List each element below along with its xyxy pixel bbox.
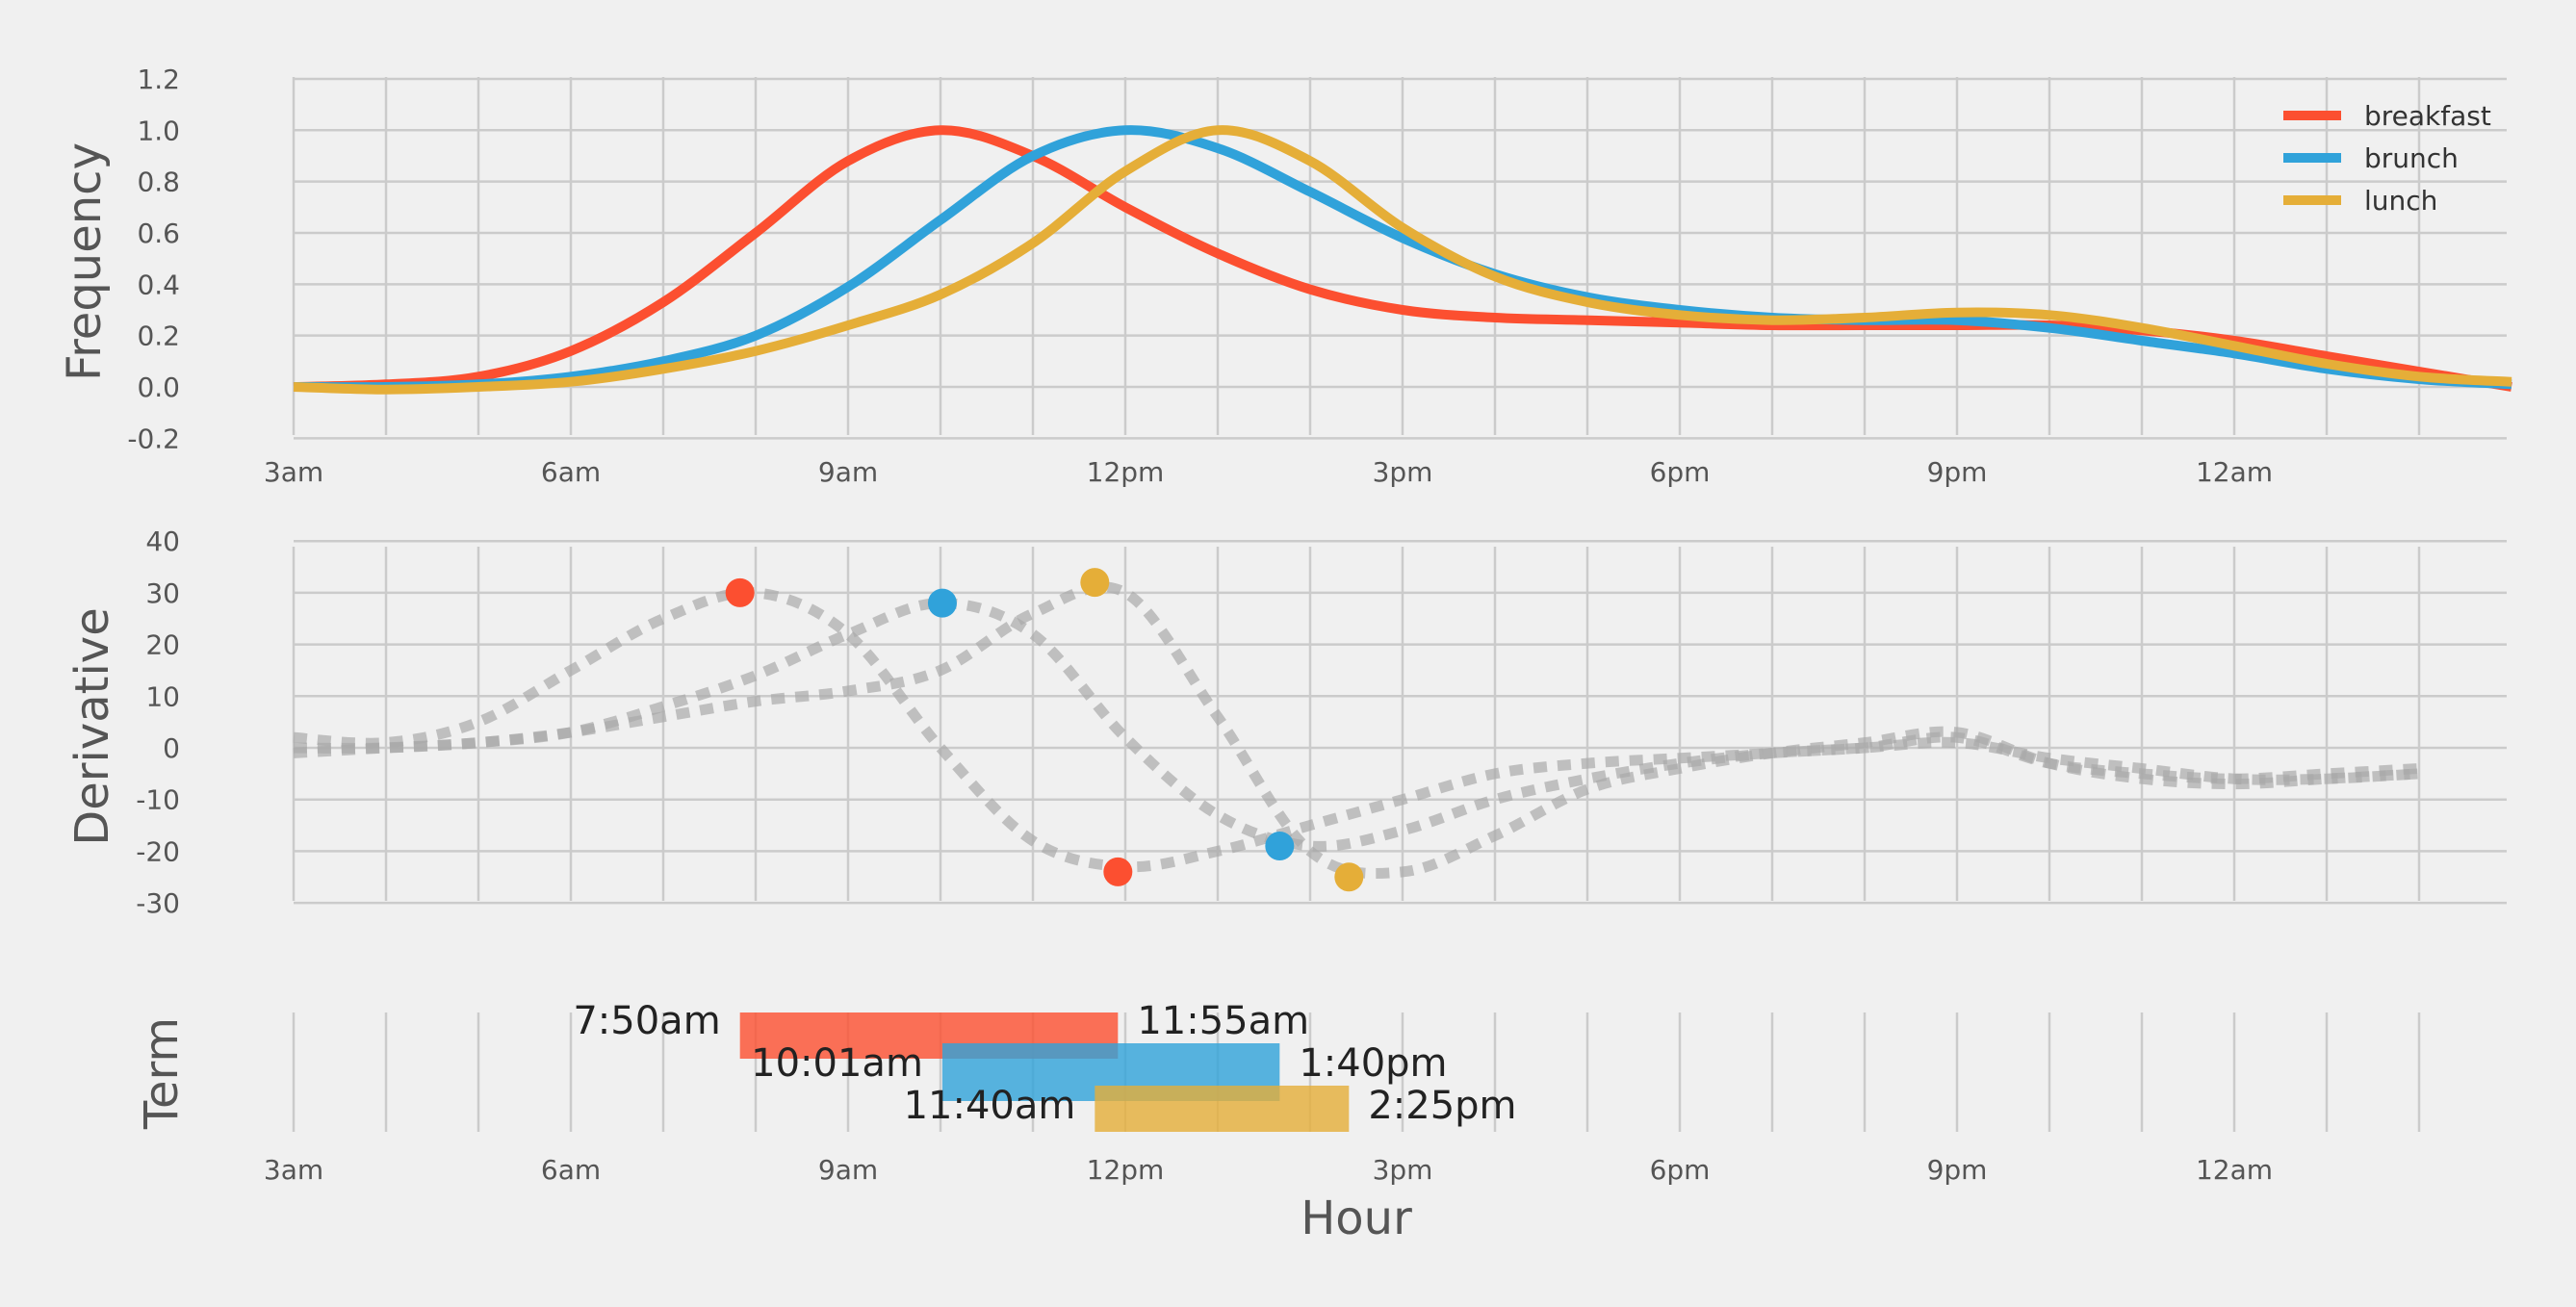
term-end-label-brunch: 1:40pm: [1299, 1041, 1447, 1086]
term-x-tick-label: 9am: [818, 1154, 878, 1186]
derivative-marker-3-max: [1080, 568, 1110, 598]
derivative-marker-2-max: [927, 588, 957, 618]
frequency-x-tick-label: 3pm: [1373, 456, 1433, 488]
frequency-y-tick-label: 1.0: [137, 115, 180, 146]
frequency-x-tick-label: 12pm: [1087, 456, 1165, 488]
derivative-y-tick-label: 0: [163, 732, 180, 764]
derivative-y-tick-label: 20: [145, 629, 180, 661]
term-x-tick-label: 3am: [264, 1154, 323, 1186]
derivative-marker-3-min: [1334, 862, 1364, 892]
derivative-marker-1-max: [725, 577, 755, 607]
frequency-x-tick-label: 6am: [541, 456, 601, 488]
derivative-y-tick-label: -10: [136, 784, 180, 816]
frequency-y-tick-label: -0.2: [127, 423, 180, 454]
derivative-y-tick-label: 40: [145, 525, 180, 557]
frequency-legend: breakfast brunch lunch: [2283, 100, 2491, 217]
term-x-tick-label: 12pm: [1087, 1154, 1165, 1186]
frequency-y-tick-label: 0.4: [137, 269, 180, 300]
legend-label-breakfast: breakfast: [2364, 100, 2491, 132]
frequency-x-tick-label: 3am: [264, 456, 323, 488]
term-chart: 3am 6am 9am 12pm 3pm 6pm 9pm 12am Term Hour 7:50am…: [135, 999, 2421, 1245]
derivative-y-tick-label: -30: [136, 887, 180, 919]
derivative-y-axis-label: Derivative: [65, 607, 119, 845]
term-start-label-lunch: 11:40am: [904, 1084, 1076, 1128]
frequency-x-tick-label: 9am: [818, 456, 878, 488]
derivative-y-tick-label: -20: [136, 835, 180, 867]
frequency-x-tick-label: 12am: [2196, 456, 2273, 488]
derivative-y-tick-label: 30: [145, 577, 180, 609]
derivative-marker-1-min: [1103, 857, 1133, 886]
term-y-axis-label: Term: [135, 1017, 189, 1130]
derivative-y-tick-label: 10: [145, 680, 180, 712]
frequency-y-tick-label: 0.0: [137, 372, 180, 403]
legend-label-lunch: lunch: [2364, 185, 2437, 217]
term-x-tick-label: 3pm: [1373, 1154, 1433, 1186]
term-end-label-lunch: 2:25pm: [1368, 1084, 1516, 1128]
frequency-series-line-lunch: [293, 125, 2512, 395]
derivative-chart: -30 -20 -10 0 10 20 30 40 Derivative: [65, 525, 2507, 919]
term-start-label-brunch: 10:01am: [751, 1041, 923, 1086]
term-x-tick-label: 6pm: [1650, 1154, 1711, 1186]
frequency-y-tick-label: 0.2: [137, 320, 180, 352]
x-axis-label: Hour: [1301, 1192, 1412, 1245]
term-x-tick-label: 12am: [2196, 1154, 2273, 1186]
legend-label-brunch: brunch: [2364, 142, 2459, 174]
term-x-tick-label: 6am: [541, 1154, 601, 1186]
frequency-y-tick-label: 0.6: [137, 218, 180, 249]
derivative-series-line-3: [293, 581, 2420, 880]
frequency-y-tick-label: 1.2: [137, 64, 180, 95]
frequency-series-line-brunch: [293, 125, 2512, 393]
term-start-label-breakfast: 7:50am: [573, 999, 720, 1043]
term-bar-lunch: [1095, 1086, 1350, 1132]
frequency-x-tick-label: 9pm: [1927, 456, 1988, 488]
term-x-tick-label: 9pm: [1927, 1154, 1988, 1186]
frequency-x-tick-label: 6pm: [1650, 456, 1711, 488]
frequency-chart: -0.2 0.0 0.2 0.4 0.6 0.8 1.0 1.2 3am 6am 9am 12pm 3p…: [58, 64, 2512, 488]
frequency-y-tick-label: 0.8: [137, 167, 180, 198]
derivative-marker-2-min: [1265, 832, 1295, 861]
frequency-y-axis-label: Frequency: [58, 142, 112, 381]
term-end-label-breakfast: 11:55am: [1137, 999, 1309, 1043]
